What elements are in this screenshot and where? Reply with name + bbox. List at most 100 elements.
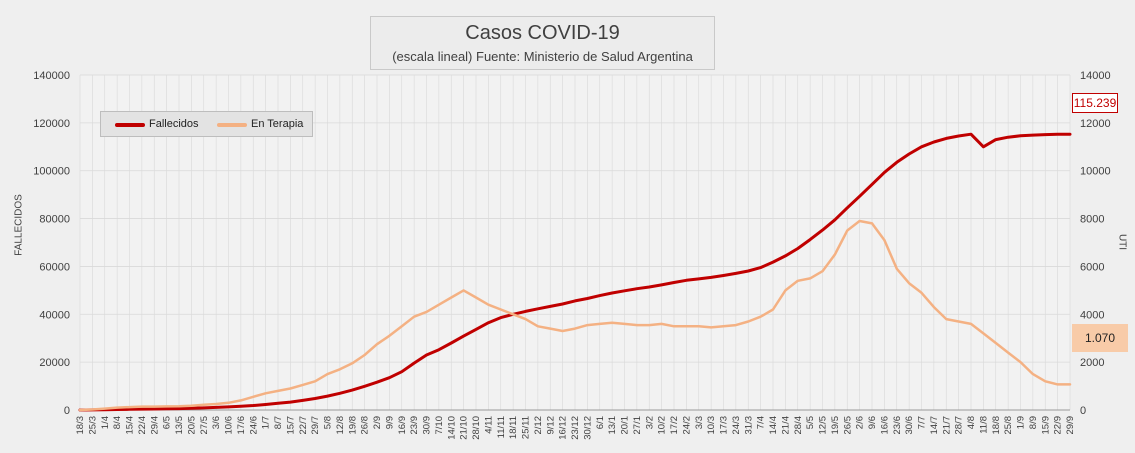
x-tick-label: 26/5 [842,416,853,435]
x-tick-label: 23/12 [570,416,581,440]
x-tick-label: 18/11 [508,416,519,439]
x-tick-label: 22/4 [137,416,148,435]
x-tick-label: 8/4 [112,416,123,429]
x-tick-label: 1/4 [100,416,111,429]
x-tick-label: 17/3 [719,416,730,435]
x-tick-label: 14/10 [446,416,457,440]
x-tick-label: 29/7 [310,416,321,435]
x-tick-label: 10/2 [657,416,668,435]
x-tick-label: 10/3 [706,416,717,435]
fallecidos-last-value-badge: 115.239 [1072,93,1118,113]
x-tick-label: 2/6 [855,416,866,429]
y-axis-left: 0 20000 40000 60000 80000 100000 120000 140000 [33,70,70,417]
x-tick-label: 7/4 [756,416,767,429]
x-tick-label: 19/5 [830,416,841,435]
x-tick-label: 3/6 [211,416,222,429]
y-tick-right: 2000 [1080,357,1104,369]
x-tick-label: 8/9 [1028,416,1039,429]
x-tick-label: 16/9 [397,416,408,435]
y-tick-left: 20000 [39,357,70,369]
x-tick-label: 11/11 [496,416,507,438]
x-tick-label: 24/3 [731,416,742,435]
x-tick-label: 25/11 [521,416,532,439]
x-tick-label: 6/5 [162,416,173,429]
x-tick-label: 28/4 [793,416,804,435]
y-tick-right: 0 [1080,405,1086,417]
x-tick-label: 19/8 [347,416,358,435]
x-tick-label: 12/8 [335,416,346,435]
y-tick-left: 120000 [33,118,70,130]
x-tick-label: 11/8 [978,416,989,434]
x-tick-label: 28/7 [954,416,965,435]
x-tick-label: 8/7 [273,416,284,429]
x-tick-label: 15/9 [1040,416,1051,435]
legend-swatch-fallecidos [115,123,145,127]
legend-label-terapia: En Terapia [251,118,304,130]
x-tick-label: 5/5 [805,416,816,429]
x-tick-label: 7/7 [917,416,928,429]
x-tick-label: 17/6 [236,416,247,435]
x-tick-label: 7/10 [434,416,445,435]
x-tick-label: 15/7 [285,416,296,435]
x-tick-label: 21/7 [941,416,952,435]
x-tick-label: 4/11 [483,416,494,434]
x-tick-label: 21/4 [780,416,791,435]
x-tick-label: 28/10 [471,416,482,440]
y-tick-right: 12000 [1080,118,1111,130]
x-tick-label: 14/7 [929,416,940,435]
x-tick-label: 30/12 [582,416,593,440]
series-lines [78,132,1072,412]
x-tick-label: 30/6 [904,416,915,435]
x-tick-label: 3/2 [644,416,655,429]
x-tick-label: 22/7 [298,416,309,435]
y-tick-left: 40000 [39,309,70,321]
chart-legend: Fallecidos En Terapia [100,111,313,137]
x-tick-label: 15/4 [125,416,136,435]
series-line-fallecidos [78,132,1072,412]
legend-label-fallecidos: Fallecidos [149,118,199,130]
x-tick-label: 25/3 [87,416,98,435]
legend-swatch-terapia [217,123,247,127]
y-axis-right-title: UTI [1116,233,1128,251]
y-tick-right: 10000 [1080,166,1111,178]
x-tick-label: 14/4 [768,416,779,435]
x-axis: 18/3 25/3 1/4 8/4 15/4 22/4 29/4 6/5 13/5 20/5 27/… [75,416,1076,440]
x-tick-label: 18/3 [75,416,86,435]
x-tick-label: 13/1 [607,416,618,435]
x-tick-label: 1/9 [1016,416,1027,429]
x-tick-label: 24/6 [248,416,259,435]
x-tick-label: 2/9 [372,416,383,429]
y-tick-left: 0 [64,405,70,417]
series-line-terapia [78,219,1072,412]
x-tick-label: 29/9 [1065,416,1076,435]
x-tick-label: 5/8 [323,416,334,429]
y-axis-right: 0 2000 4000 6000 8000 10000 12000 14000 [1080,70,1111,417]
x-tick-label: 2/12 [533,416,544,435]
x-tick-label: 3/3 [694,416,705,429]
x-tick-label: 29/4 [149,416,160,435]
x-tick-label: 27/1 [632,416,643,435]
x-tick-label: 13/5 [174,416,185,435]
y-axis-left-title: FALLECIDOS [13,194,25,256]
x-tick-label: 24/2 [681,416,692,435]
x-tick-label: 9/9 [384,416,395,429]
y-tick-left: 100000 [33,166,70,178]
chart-title-box: Casos COVID-19 (escala lineal) Fuente: M… [370,16,715,70]
x-tick-label: 21/10 [459,416,470,440]
x-tick-label: 18/8 [991,416,1002,435]
x-tick-label: 26/8 [360,416,371,435]
y-tick-right: 6000 [1080,261,1104,273]
x-tick-label: 9/6 [867,416,878,429]
x-tick-label: 27/5 [199,416,210,435]
y-tick-right: 4000 [1080,309,1104,321]
chart-subtitle: (escala lineal) Fuente: Ministerio de Sa… [392,49,693,64]
x-tick-label: 20/5 [186,416,197,435]
x-tick-label: 16/12 [558,416,569,440]
x-tick-label: 6/1 [595,416,606,429]
x-tick-label: 25/8 [1003,416,1014,435]
x-tick-label: 30/9 [422,416,433,435]
x-tick-label: 23/6 [892,416,903,435]
y-tick-left: 80000 [39,214,70,226]
x-tick-label: 10/6 [224,416,235,435]
